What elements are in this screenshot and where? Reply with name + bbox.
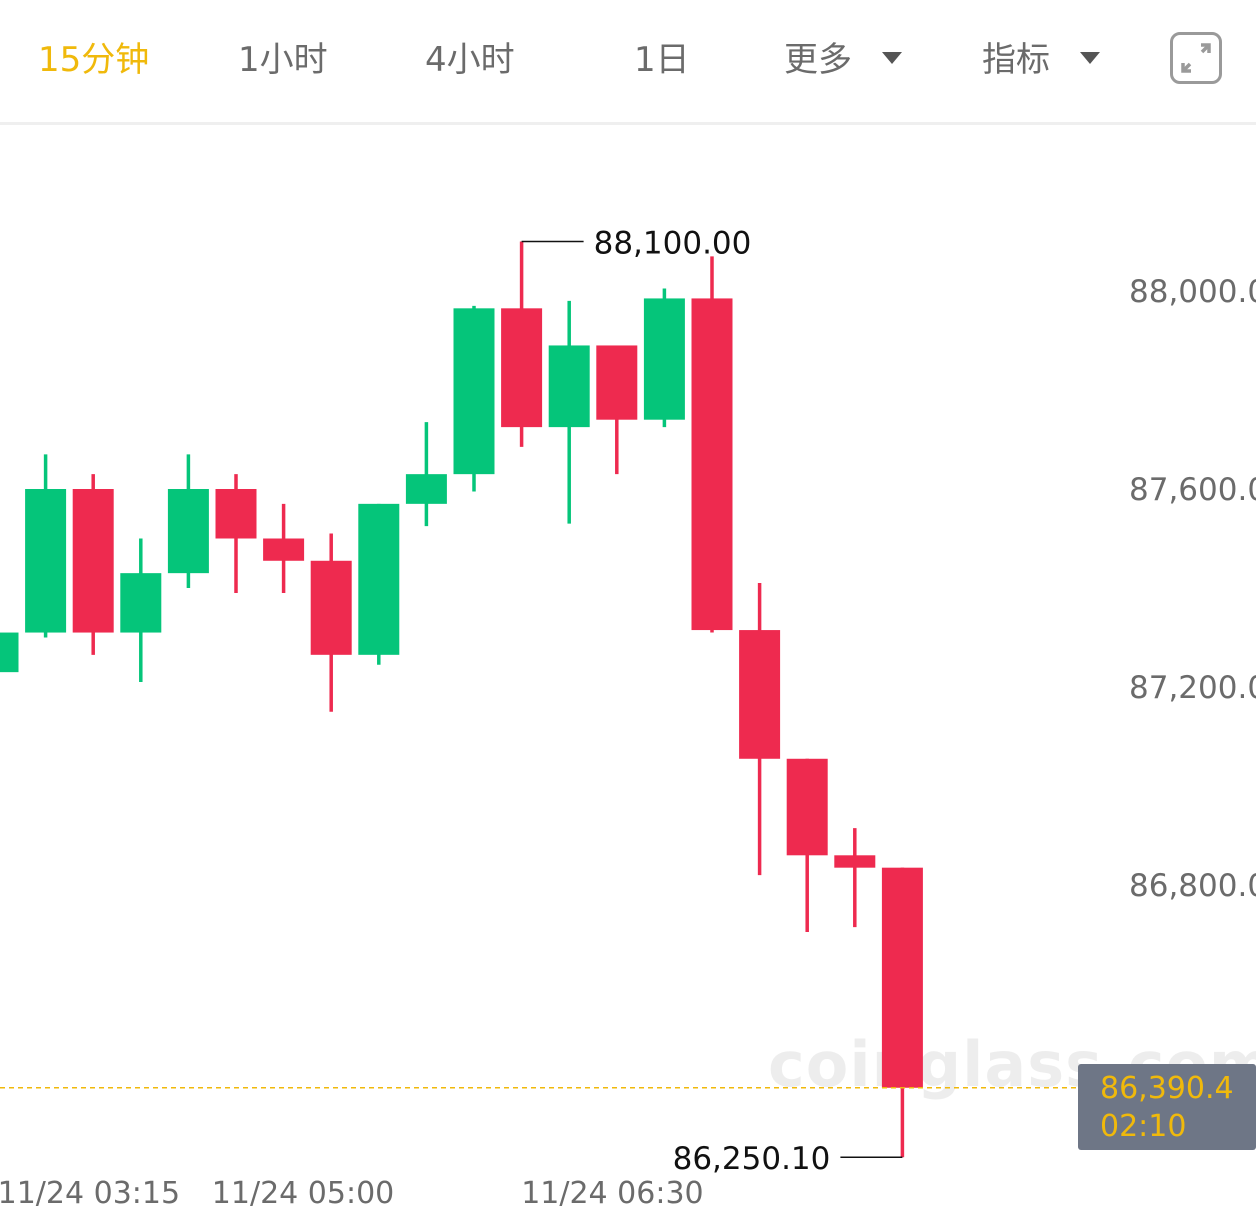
low-marker-label: 86,250.10	[673, 1141, 831, 1177]
current-price-value: 86,390.4	[1100, 1071, 1234, 1106]
y-axis-tick-label: 87,200.0	[1129, 670, 1256, 706]
candle-down	[501, 241, 543, 447]
candle-down	[215, 474, 257, 593]
candle-body	[834, 855, 876, 868]
candle-body	[120, 573, 162, 633]
candle-down	[739, 583, 781, 876]
candle-body	[691, 298, 733, 631]
candle-up	[643, 288, 685, 428]
caret-down-icon	[1080, 51, 1100, 64]
interval-toolbar: 15分钟 1小时 4小时 1日 更多 指标	[0, 0, 1256, 125]
caret-down-icon	[882, 51, 902, 64]
candle-countdown: 02:10	[1100, 1109, 1187, 1144]
candle-body	[263, 538, 305, 561]
candle-down	[786, 758, 828, 933]
candle-down	[596, 345, 638, 475]
tab-4h[interactable]: 4小时	[425, 40, 515, 80]
candle-down	[72, 474, 114, 655]
candle-body	[453, 308, 495, 475]
expand-button[interactable]	[1170, 32, 1222, 84]
candle-body	[643, 298, 685, 420]
candle-body	[786, 758, 828, 856]
x-axis-tick-label: 11/24 05:00	[212, 1176, 394, 1210]
candle-up	[548, 300, 590, 524]
y-axis-tick-label: 86,800.0	[1129, 868, 1256, 904]
x-axis-tick-label: 11/24 03:15	[0, 1176, 180, 1210]
y-axis-tick-label: 88,000.0	[1129, 274, 1256, 310]
high-marker-label: 88,100.00	[594, 226, 752, 262]
indicators-label: 指标	[982, 40, 1050, 80]
candle-body	[358, 503, 400, 655]
candle-body	[881, 867, 923, 1088]
candle-down	[834, 828, 876, 928]
candle-body	[167, 489, 209, 574]
candle-body	[310, 560, 352, 655]
candle-body	[548, 345, 590, 428]
more-label: 更多	[784, 40, 852, 80]
current-price-tag: 86,390.4 02:10	[1078, 1064, 1256, 1150]
tab-1h[interactable]: 1小时	[238, 40, 328, 80]
candle-body	[25, 489, 67, 633]
candle-down	[263, 503, 305, 593]
candle-body	[0, 632, 19, 673]
candle-up	[405, 422, 447, 527]
candle-down	[881, 867, 923, 1158]
candle-up	[25, 454, 67, 638]
tab-1d[interactable]: 1日	[634, 40, 690, 80]
candle-down	[691, 256, 733, 633]
candle-up	[453, 305, 495, 492]
candle-up	[120, 538, 162, 683]
candle-up	[0, 632, 19, 673]
more-dropdown[interactable]: 更多	[784, 38, 902, 82]
x-axis-tick-label: 11/24 06:30	[521, 1176, 703, 1210]
y-axis-tick-label: 87,600.0	[1129, 472, 1256, 508]
candle-body	[215, 489, 257, 539]
tab-15m[interactable]: 15分钟	[38, 40, 150, 80]
candle-up	[358, 503, 400, 665]
candle-body	[72, 489, 114, 633]
candle-down	[310, 533, 352, 712]
candle-body	[739, 630, 781, 759]
candle-body	[501, 308, 543, 428]
indicators-dropdown[interactable]: 指标	[982, 38, 1100, 82]
candle-body	[405, 474, 447, 504]
candle-body	[596, 345, 638, 420]
candle-up	[167, 454, 209, 588]
expand-icon	[1181, 43, 1211, 73]
